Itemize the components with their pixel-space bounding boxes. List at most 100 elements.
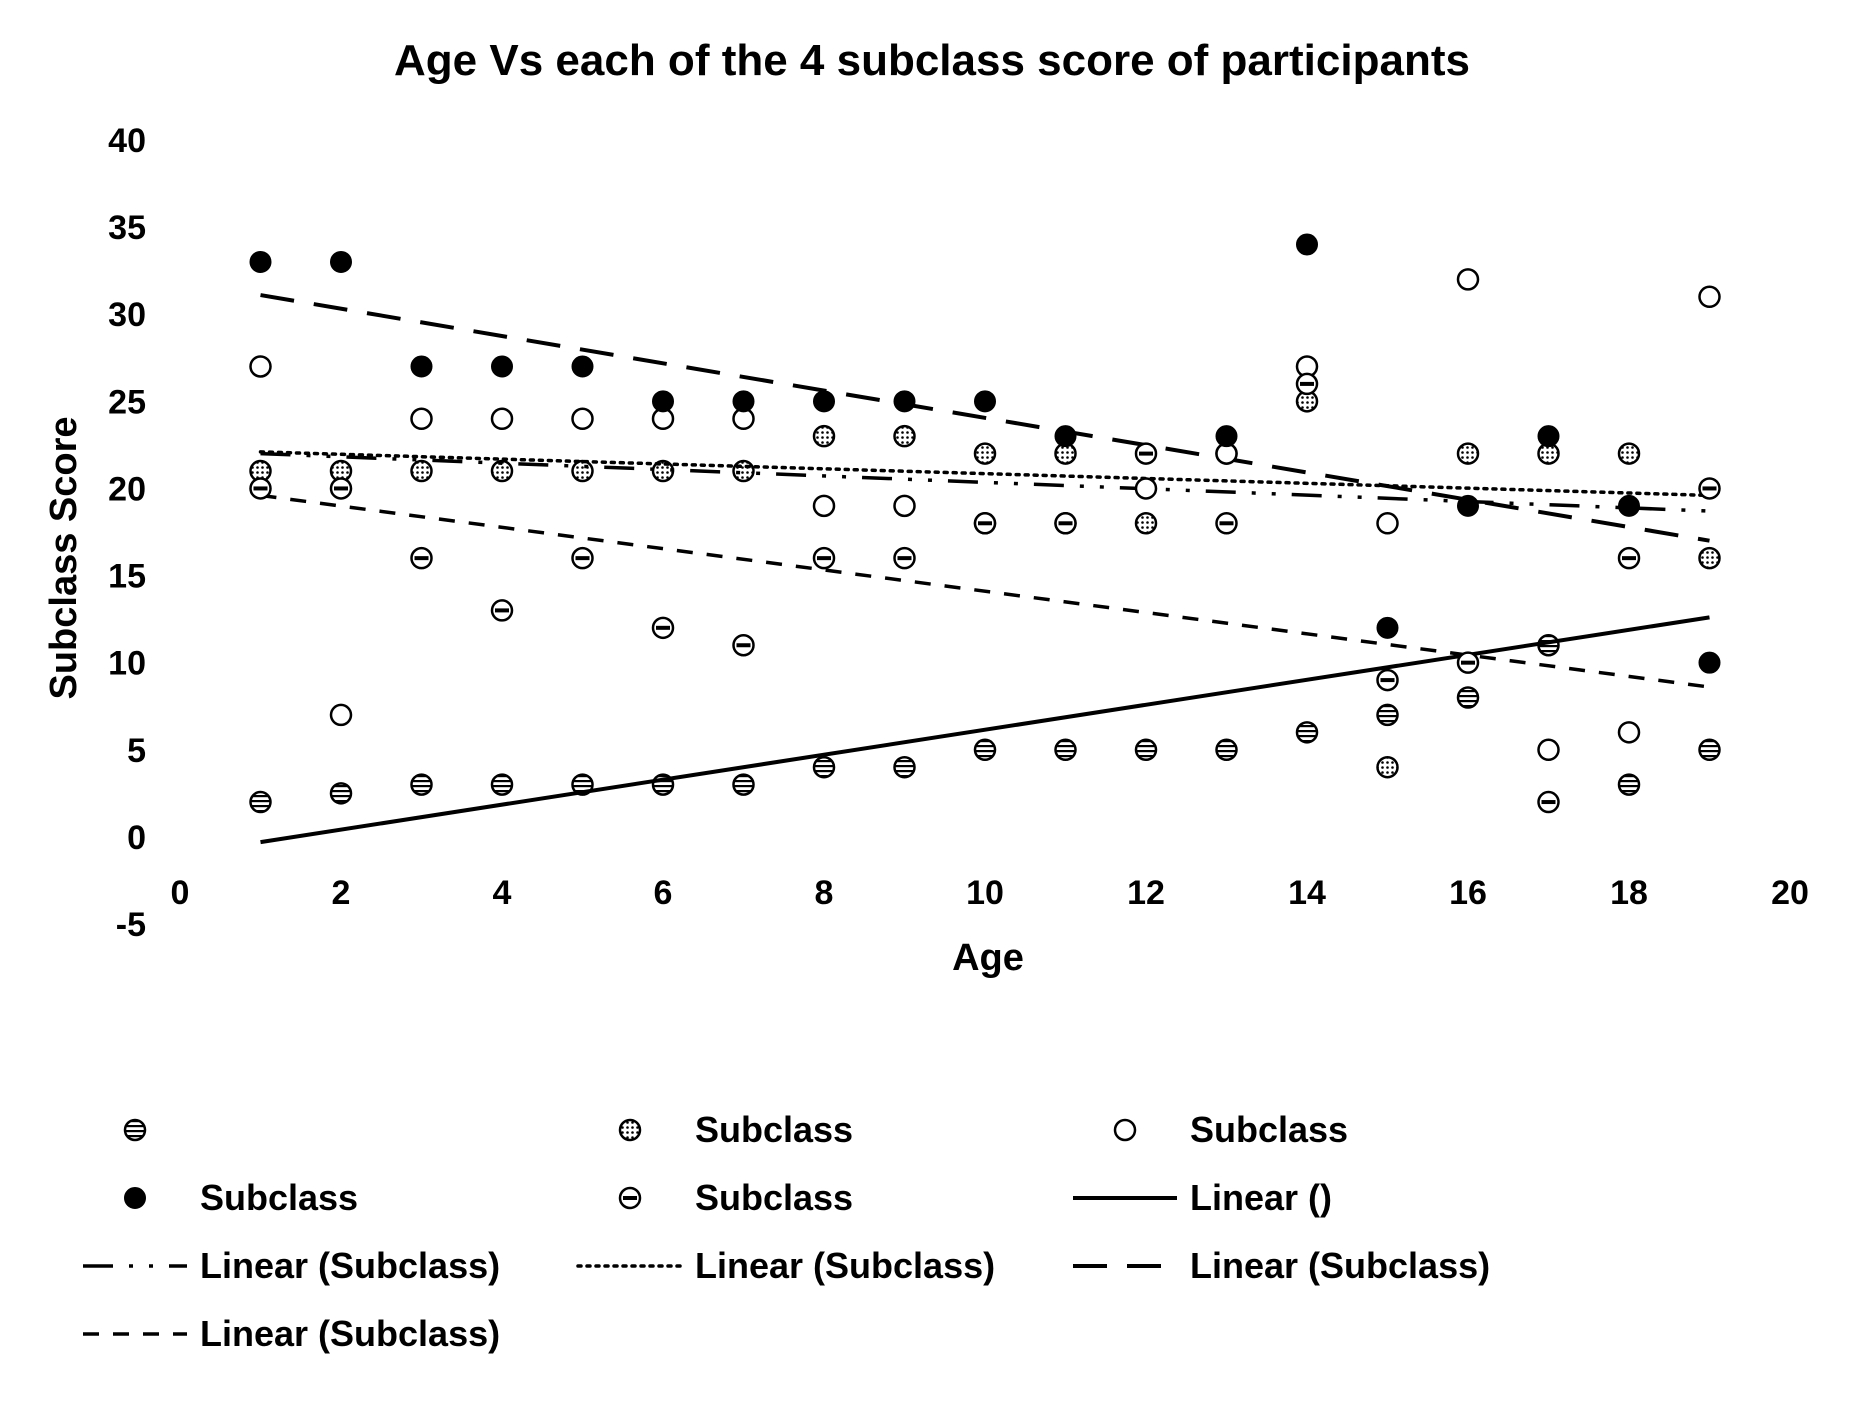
y-tick-label: 25 — [108, 383, 146, 421]
point-series-5 — [812, 546, 836, 570]
x-tick-label: 16 — [1449, 874, 1487, 912]
y-tick-label: 20 — [108, 470, 146, 508]
point-series-3 — [893, 494, 916, 518]
point-series-4 — [571, 355, 594, 378]
legend-label: Linear (Subclass) — [1190, 1245, 1490, 1286]
x-tick-label: 4 — [493, 874, 512, 912]
point-series-2 — [893, 424, 916, 448]
point-series-3 — [410, 407, 433, 431]
legend-item: Linear (Subclass) — [83, 1313, 500, 1354]
point-series-4 — [491, 355, 513, 378]
y-axis-ticks: 40 35 30 25 20 15 10 5 0 -5 — [108, 122, 146, 944]
point-series-5 — [410, 546, 433, 570]
point-series-5 — [1617, 546, 1641, 570]
point-series-1 — [571, 773, 594, 796]
trendline-short-dash — [260, 493, 1710, 689]
point-series-3 — [1537, 738, 1560, 762]
point-series-1 — [1698, 738, 1721, 762]
point-series-1 — [1134, 738, 1158, 762]
trendline-solid — [260, 615, 1710, 845]
point-series-2 — [651, 459, 675, 483]
point-series-4 — [1054, 425, 1077, 448]
point-series-1 — [1295, 721, 1319, 744]
y-tick-label: 15 — [108, 558, 146, 596]
point-series-4 — [813, 390, 835, 413]
x-tick-label: 0 — [171, 874, 190, 912]
point-series-4 — [1457, 494, 1479, 517]
point-series-5 — [651, 616, 675, 640]
point-series-4 — [652, 390, 674, 413]
y-tick-label: 0 — [127, 819, 146, 857]
point-series-1 — [893, 755, 916, 779]
y-tick-label: -5 — [116, 906, 146, 944]
x-tick-label: 14 — [1288, 874, 1326, 912]
point-series-4 — [1376, 616, 1399, 639]
point-series-2 — [732, 459, 755, 483]
point-series-4 — [1537, 425, 1560, 448]
legend-item: Linear (Subclass) — [1073, 1245, 1490, 1286]
point-series-5 — [893, 546, 916, 570]
point-series-1 — [1537, 633, 1560, 657]
point-series-4 — [1698, 651, 1721, 674]
point-series-1 — [1054, 738, 1077, 762]
legend-label: Subclass — [1190, 1109, 1348, 1150]
point-series-1 — [249, 790, 272, 814]
point-series-2 — [973, 442, 997, 465]
legend: Subclass Subclass Subclass Subclass Linear (… — [83, 1109, 1490, 1354]
point-series-1 — [732, 773, 755, 796]
point-series-2 — [1617, 442, 1641, 465]
point-series-4 — [974, 390, 996, 413]
point-series-5 — [1134, 442, 1158, 465]
point-series-5 — [571, 546, 594, 570]
point-series-3 — [490, 407, 514, 431]
point-series-4 — [732, 390, 755, 413]
point-series-5 — [1537, 790, 1560, 814]
y-tick-label: 35 — [108, 209, 146, 247]
point-series-1 — [329, 782, 353, 805]
legend-label: Linear (Subclass) — [200, 1245, 500, 1286]
legend-label: Linear () — [1190, 1177, 1332, 1218]
legend-label: Linear (Subclass) — [695, 1245, 995, 1286]
legend-item: Subclass — [124, 1177, 358, 1218]
point-series-5 — [1295, 372, 1319, 396]
point-series-3 — [329, 703, 353, 727]
x-axis-label: Age — [952, 937, 1024, 979]
legend-item: Linear (Subclass) — [576, 1245, 995, 1286]
point-series-2 — [490, 459, 514, 483]
point-series-2 — [1698, 546, 1721, 570]
point-series-1 — [490, 773, 514, 796]
y-tick-label: 30 — [108, 296, 146, 334]
point-series-1 — [1376, 703, 1399, 727]
x-tick-label: 20 — [1771, 874, 1809, 912]
legend-label: Subclass — [695, 1177, 853, 1218]
point-series-4 — [1215, 425, 1238, 448]
x-tick-label: 2 — [332, 874, 351, 912]
point-series-3 — [1134, 477, 1158, 500]
point-series-5 — [973, 512, 997, 535]
legend-marker — [618, 1186, 642, 1210]
trendline-long-dash — [260, 293, 1710, 543]
y-tick-label: 5 — [127, 732, 146, 770]
point-series-4 — [410, 355, 433, 378]
point-series-3 — [1698, 285, 1721, 309]
x-tick-label: 10 — [966, 874, 1004, 912]
point-series-1 — [973, 738, 997, 762]
x-axis-ticks: 0 2 4 6 8 10 12 14 16 18 20 — [171, 874, 1809, 912]
point-series-3 — [1617, 721, 1641, 744]
legend-item: Subclass — [1113, 1109, 1348, 1150]
point-series-5 — [329, 477, 353, 500]
point-series-5 — [1376, 668, 1399, 692]
point-series-4 — [893, 390, 916, 413]
point-series-5 — [249, 477, 272, 500]
point-series-4 — [330, 250, 352, 273]
x-tick-label: 6 — [654, 874, 673, 912]
point-series-3 — [1456, 268, 1480, 291]
x-tick-label: 12 — [1127, 874, 1165, 912]
point-series-1 — [812, 755, 836, 779]
legend-item: Linear (Subclass) — [83, 1245, 500, 1286]
point-series-4 — [249, 250, 272, 273]
point-series-2 — [1134, 512, 1158, 535]
y-tick-label: 10 — [108, 645, 146, 683]
data-points — [249, 233, 1721, 814]
